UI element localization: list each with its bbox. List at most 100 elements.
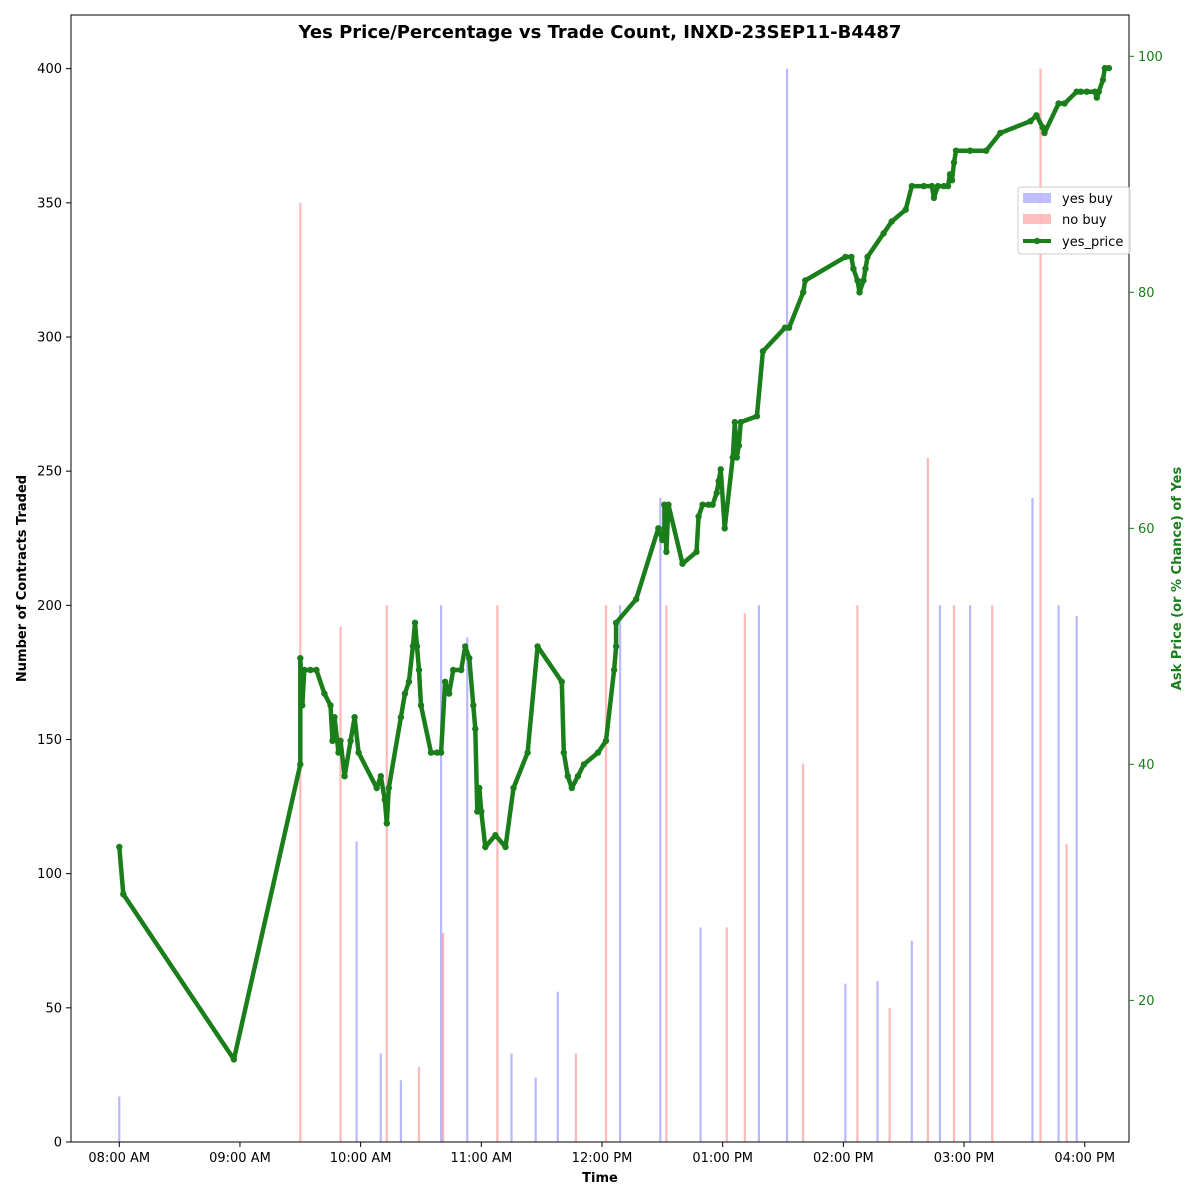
no-buy-bar-18: [1065, 844, 1068, 1142]
yes-price-point-85: [753, 413, 761, 420]
yes-price-point-3: [297, 761, 304, 768]
yes-price-point-102: [908, 182, 915, 190]
yes-price-point-123: [1077, 88, 1084, 95]
yes-price-point-82: [733, 454, 740, 461]
y-axis-right: 20 40 60 80 100: [1129, 50, 1163, 1009]
yes-price-point-24: [397, 714, 405, 721]
legend-swatch-yes-buy: [1023, 193, 1051, 203]
yes-buy-bar-10: [659, 498, 662, 1142]
y2-axis-title: Ask Price (or % Chance) of Yes: [1170, 467, 1185, 691]
yes-buy-bar-6: [510, 1053, 513, 1142]
yes-price-point-0: [116, 843, 123, 851]
no-buy-bar-9: [725, 927, 728, 1142]
yes-price-point-21: [381, 796, 388, 803]
yes-price-point-11: [329, 737, 336, 744]
yes-price-point-37: [450, 666, 457, 674]
yes-buy-bar-20: [1057, 605, 1060, 1142]
legend-box: [1017, 186, 1131, 255]
yes-price-point-26: [405, 678, 413, 685]
yes-price-point-83: [735, 442, 742, 449]
yes-buy-bar-17: [938, 605, 942, 1142]
yes-price-point-60: [610, 666, 618, 674]
yes-price-point-8: [313, 666, 320, 674]
yes-price-point-77: [715, 477, 722, 485]
yes-price-point-36: [445, 690, 453, 697]
no-buy-bar-8: [665, 605, 668, 1142]
x-tick-label-3: 11:00 AM: [450, 1151, 512, 1166]
yes-price-point-92: [848, 253, 855, 261]
yes-price-point-94: [854, 277, 861, 284]
yes-price-point-65: [659, 536, 666, 544]
yes-price-point-28: [411, 619, 419, 626]
yes-price-point-109: [946, 171, 954, 178]
legend-label-no-buy: no buy: [1062, 213, 1107, 228]
yes-price-point-78: [717, 466, 724, 473]
no-buy-bar-1: [339, 626, 342, 1142]
y-tick-label-3: 150: [37, 733, 62, 748]
y-tick-label-6: 300: [37, 331, 62, 346]
yes-price-point-12: [331, 714, 338, 721]
y-tick-label-8: 400: [37, 62, 62, 77]
x-tick-label-6: 02:00 PM: [813, 1151, 874, 1166]
x-axis: 08:00 AM 09:00 AM 10:00 AM 11:00 AM 12:00 PM…: [88, 1142, 1115, 1166]
yes-price-point-38: [458, 666, 465, 674]
yes-price-point-121: [1061, 100, 1068, 107]
yes-price-point-61: [612, 643, 620, 650]
yes-price-point-32: [427, 749, 435, 756]
yes-price-point-40: [466, 655, 473, 662]
yes-buy-bar-0: [118, 1096, 121, 1142]
legend-swatch-no-buy: [1023, 214, 1051, 224]
x-tick-label-7: 03:00 PM: [934, 1151, 995, 1166]
yes-price-point-10: [327, 702, 334, 709]
y-tick-label-4: 200: [37, 599, 62, 614]
yes-price-point-112: [952, 147, 960, 154]
no-buy-bar-2: [385, 605, 388, 1142]
yes-price-point-103: [920, 182, 927, 190]
yes-price-point-95: [856, 289, 863, 296]
yes-buy-bar-21: [1075, 616, 1078, 1142]
yes-price-point-90: [802, 277, 809, 284]
yes-price-point-128: [1099, 76, 1107, 84]
yes-price-point-56: [574, 773, 582, 780]
x-tick-label-0: 08:00 AM: [88, 1151, 150, 1166]
yes-price-point-52: [558, 678, 565, 685]
yes-price-point-47: [492, 832, 499, 839]
no-buy-bar-11: [802, 763, 805, 1142]
yes-price-point-9: [321, 690, 328, 697]
x-tick-label-1: 09:00 AM: [209, 1151, 271, 1166]
yes-buy-bar-1: [355, 841, 358, 1142]
yes-price-point-54: [564, 773, 571, 780]
yes-buy-bar-2: [379, 1053, 382, 1142]
yes-price-point-20: [377, 773, 384, 780]
y-tick-label-0: 0: [54, 1136, 62, 1151]
yes-price-point-58: [594, 749, 602, 756]
yes-price-point-64: [655, 525, 662, 532]
yes-price-point-81: [731, 418, 738, 426]
yes-price-point-79: [721, 525, 728, 532]
yes-price-point-89: [800, 289, 807, 296]
yes-price-point-72: [695, 513, 702, 520]
yes-price-point-105: [930, 194, 938, 202]
legend-label-yes-buy: yes buy: [1062, 192, 1113, 207]
yes-price-point-108: [944, 182, 952, 190]
yes-price-point-113: [966, 147, 974, 154]
yes-buy-bar-11: [699, 927, 702, 1142]
yes-price-point-25: [401, 690, 409, 697]
yes-price-point-118: [1039, 123, 1046, 131]
yes-price-point-71: [693, 548, 700, 556]
yes-price-point-63: [633, 596, 640, 603]
no-buy-bar-5: [496, 605, 499, 1142]
yes-price-point-76: [713, 489, 720, 497]
yes-price-point-48: [502, 843, 509, 851]
no-buy-bar-16: [991, 605, 994, 1142]
yes-price-point-73: [699, 501, 706, 508]
yes-price-point-110: [948, 177, 956, 184]
yes-price-point-106: [934, 182, 942, 190]
x-tick-label-2: 10:00 AM: [330, 1151, 392, 1166]
no-buy-bar-7: [604, 605, 608, 1142]
yes-price-point-119: [1041, 129, 1048, 137]
no-buy-bar-3: [417, 1066, 421, 1142]
yes-buy-bar-7: [534, 1077, 537, 1142]
yes-price-point-41: [470, 702, 477, 709]
